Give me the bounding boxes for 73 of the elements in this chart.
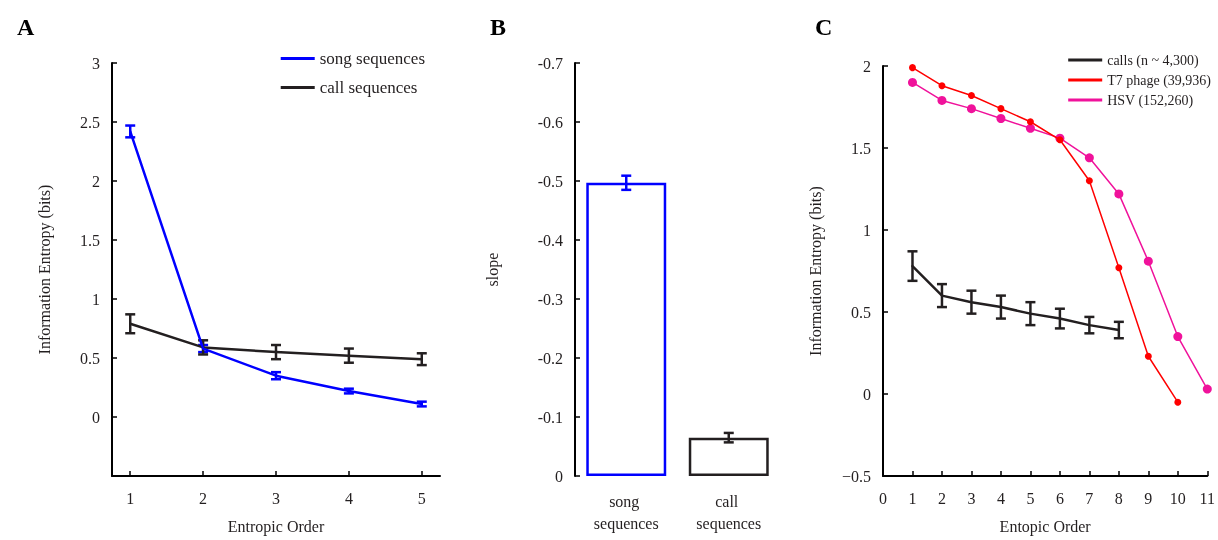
y-tick-label: 0 (555, 467, 563, 485)
y-tick-label: 1.5 (80, 231, 100, 249)
point (1025, 123, 1035, 133)
x-tick-label: 2 (937, 489, 946, 507)
y-tick-label: 0 (863, 385, 871, 403)
legend-label: T7 phage (39,936) (1107, 72, 1212, 89)
y-tick-label: -0.6 (537, 113, 563, 131)
point (1144, 352, 1152, 360)
legend-label: song sequences (319, 49, 425, 68)
point (967, 92, 975, 100)
y-tick-label: 1 (863, 221, 871, 239)
y-axis-title: Information Entropy (bits) (35, 184, 54, 355)
chart-title: A (17, 14, 35, 40)
y-tick-label: 1 (92, 290, 100, 308)
point (1026, 118, 1034, 126)
point (937, 95, 947, 105)
x-axis-title: Entopic Order (999, 517, 1092, 536)
x-tick-label: 9 (1144, 489, 1153, 507)
chart-title: C (815, 14, 833, 40)
y-tick-label: -0.4 (537, 231, 563, 249)
y-tick-label: 2.5 (80, 113, 100, 131)
y-tick-label: -0.7 (537, 54, 563, 72)
x-tick-label: 10 (1169, 489, 1186, 507)
x-tick-label: 5 (1026, 489, 1035, 507)
x-tick-label: 1 (908, 489, 917, 507)
x-tick-label: call sequences (696, 492, 762, 533)
x-tick-label: song sequences (593, 492, 659, 533)
x-tick-label: 6 (1055, 489, 1064, 507)
y-tick-label: -0.2 (537, 349, 563, 367)
y-tick-label: -0.5 (537, 172, 563, 190)
y-axis-title: Information Entropy (bits) (806, 186, 825, 356)
chart-title: B (490, 14, 507, 40)
point (996, 113, 1006, 123)
x-axis-title: Entropic Order (227, 517, 325, 536)
point (1143, 256, 1153, 266)
y-tick-label: 0.5 (851, 303, 871, 321)
x-tick-label: 2 (199, 489, 208, 507)
y-tick-label: −0.5 (841, 467, 871, 485)
point (938, 82, 946, 90)
point (1174, 398, 1182, 406)
x-tick-label: 8 (1114, 489, 1123, 507)
point (1084, 153, 1094, 163)
point (1173, 332, 1183, 342)
y-tick-label: -0.3 (537, 290, 563, 308)
point (997, 105, 1005, 113)
point (966, 104, 976, 114)
y-tick-label: 0 (92, 408, 100, 426)
y-tick-label: 2 (863, 57, 871, 75)
point (1085, 177, 1093, 185)
y-tick-label: 2 (92, 172, 100, 190)
x-tick-label: 0 (879, 489, 887, 507)
x-tick-label: 4 (996, 489, 1005, 507)
point (907, 77, 917, 87)
x-tick-label: 5 (417, 489, 426, 507)
x-tick-label: 3 (272, 489, 280, 507)
x-tick-label: 3 (967, 489, 976, 507)
point (1202, 384, 1212, 394)
legend-label: HSV (152,260) (1107, 92, 1194, 109)
point (908, 64, 916, 72)
legend-label: call sequences (319, 78, 418, 97)
point (1114, 189, 1124, 199)
y-tick-label: 0.5 (80, 349, 100, 367)
point (1115, 264, 1123, 272)
x-tick-label: 7 (1085, 489, 1094, 507)
x-tick-label: 1 (126, 489, 135, 507)
y-tick-label: 1.5 (851, 139, 871, 157)
x-tick-label: 4 (344, 489, 353, 507)
y-axis-title: slope (483, 252, 502, 287)
legend-label: calls (n ~ 4,300) (1107, 52, 1200, 69)
y-tick-label: -0.1 (537, 408, 563, 426)
line-series (128, 130, 424, 406)
y-tick-label: 3 (92, 54, 100, 72)
x-tick-label: 11 (1199, 489, 1215, 507)
